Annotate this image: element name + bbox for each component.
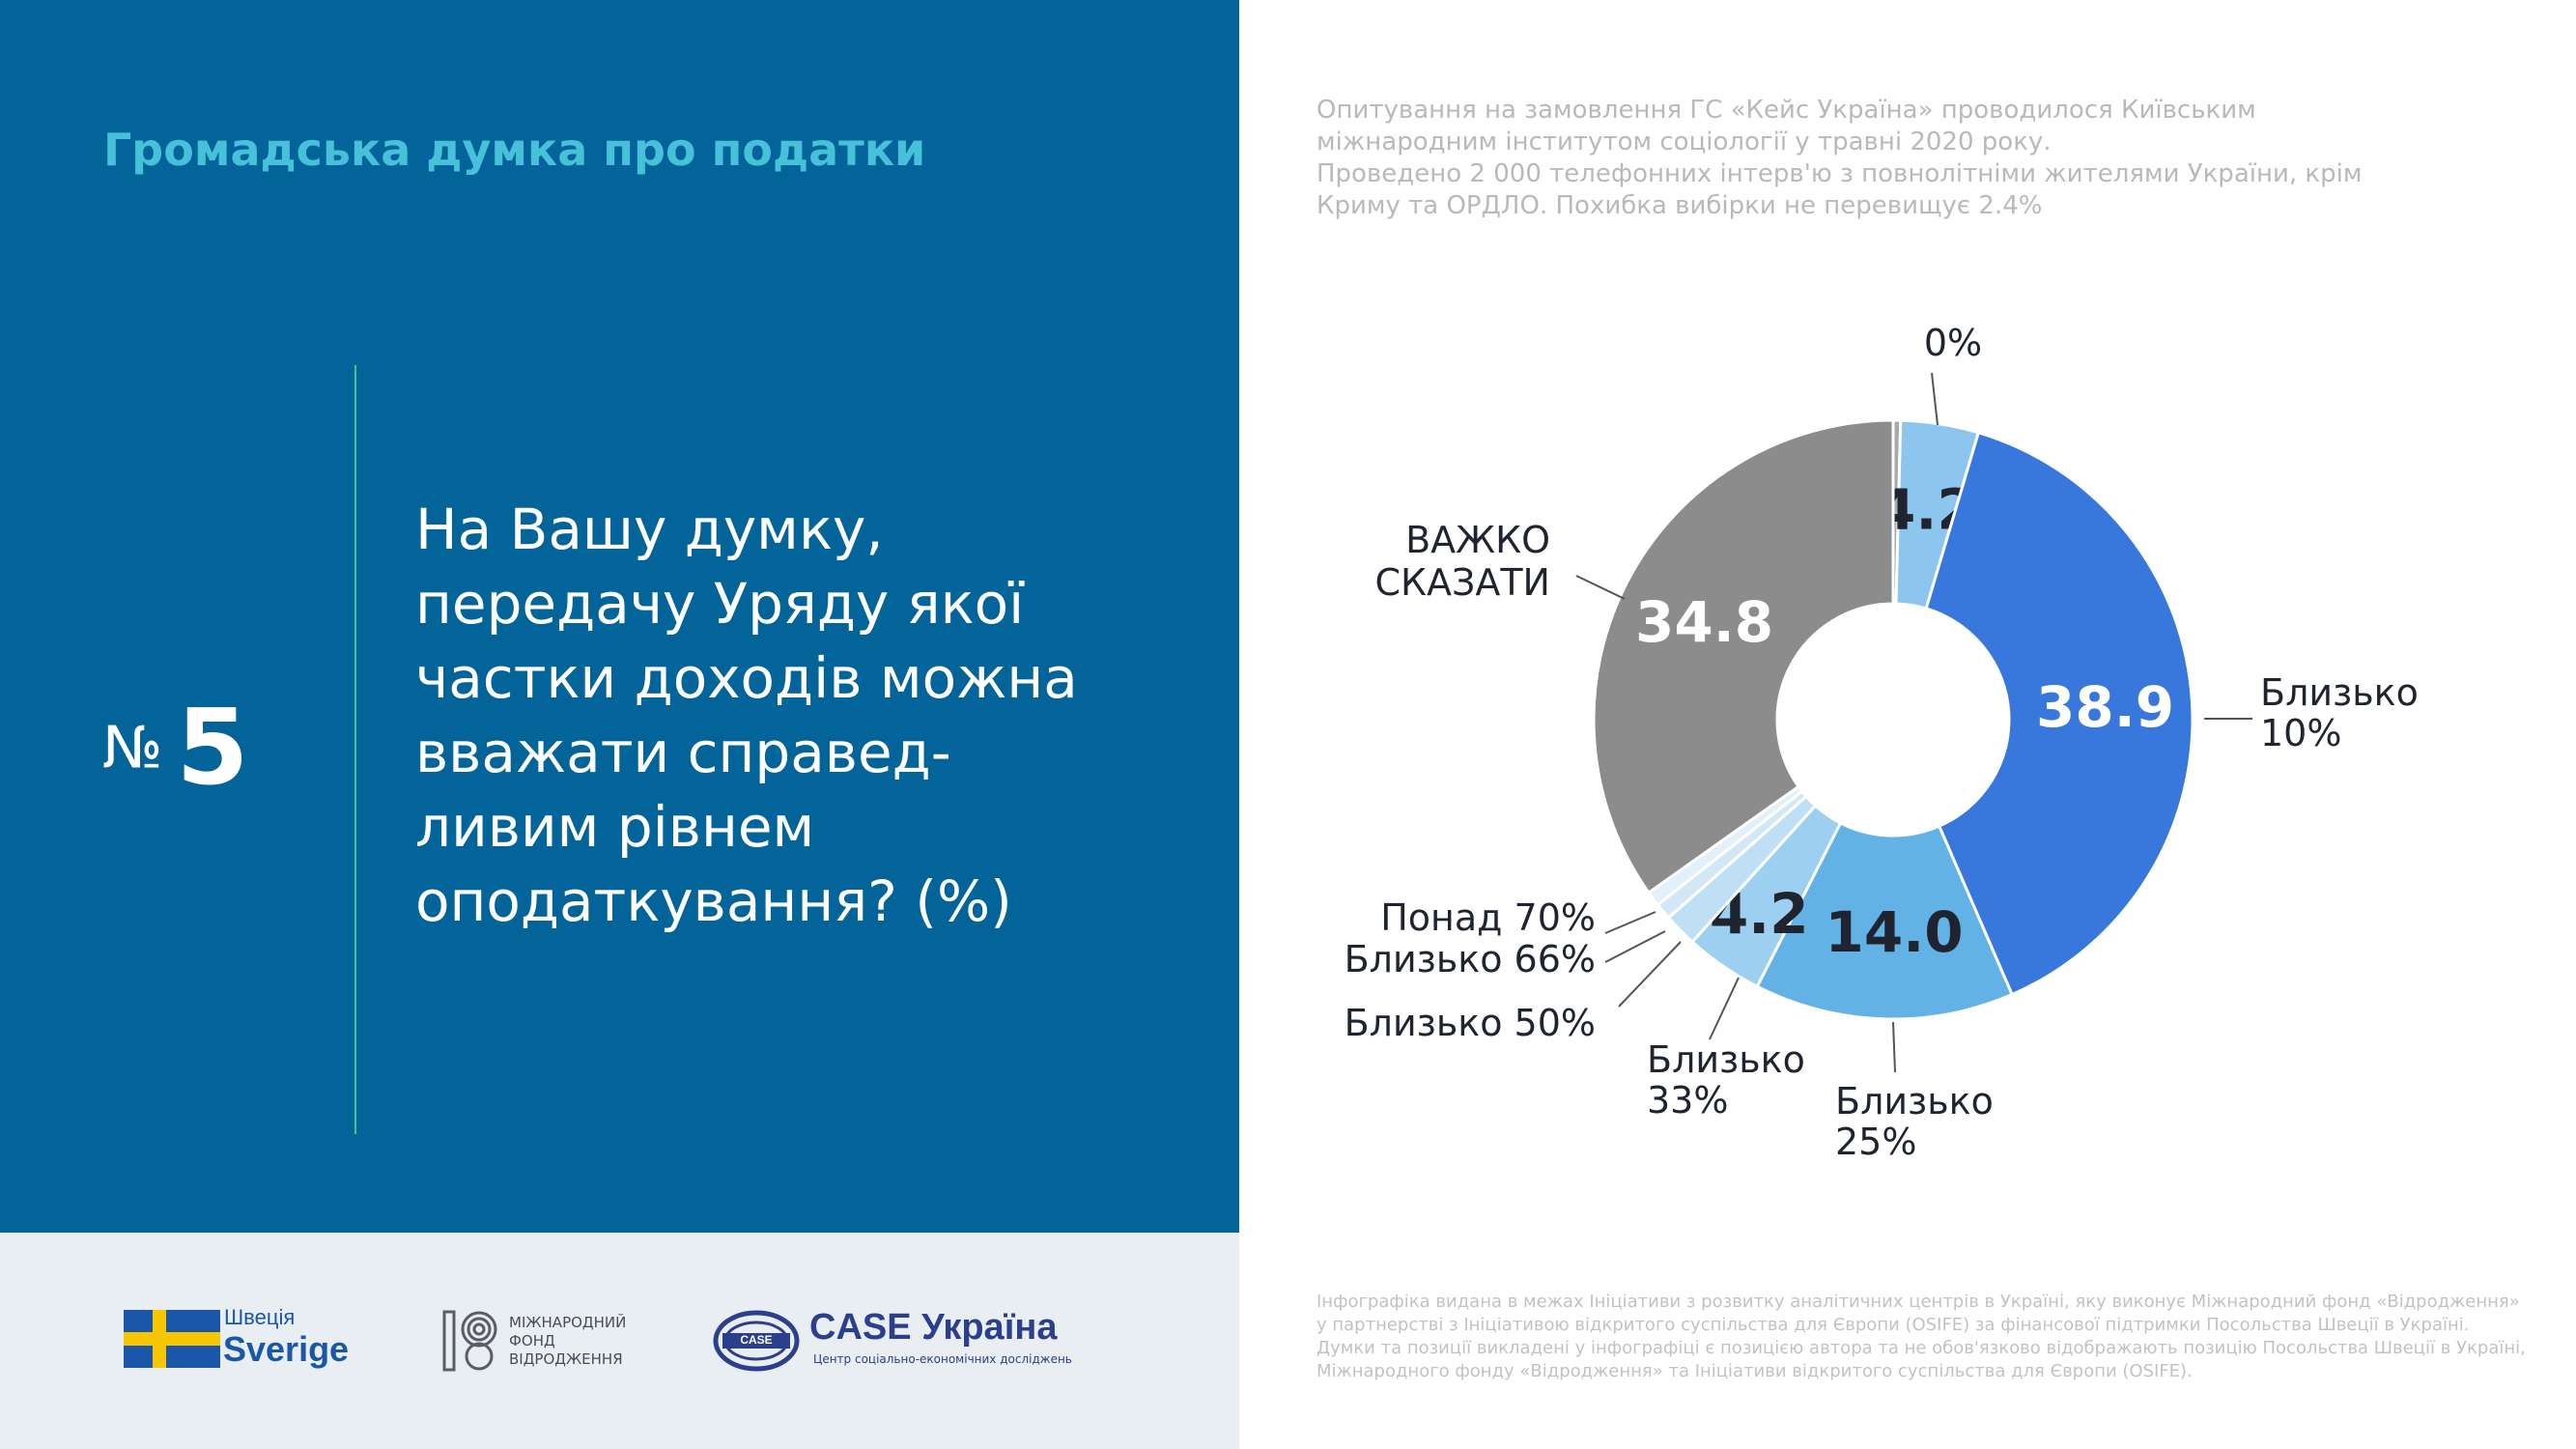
question-line: передачу Уряду якої xyxy=(415,571,1025,637)
irf-logo-line: ВІДРОДЖЕННЯ xyxy=(509,1350,623,1368)
case-emblem-icon xyxy=(713,1310,800,1372)
irf-logo-line: МІЖНАРОДНИЙ xyxy=(509,1314,627,1331)
question-line: На Вашу думку, xyxy=(415,497,884,562)
question-text: На Вашу думку, передачу Уряду якої частк… xyxy=(415,493,1130,939)
leader-line xyxy=(1931,372,1939,426)
slice-category-label: 33% xyxy=(1647,1079,1728,1122)
leader-line xyxy=(1604,930,1666,963)
donut-slice-близько-10 xyxy=(1924,430,2194,997)
irf-logo-line: ФОНД xyxy=(509,1332,555,1350)
divider xyxy=(354,365,356,1134)
series-title: Громадська думка про податки xyxy=(103,124,926,176)
infographic-number: № 5 xyxy=(102,688,249,809)
question-line: ливим рівнем xyxy=(415,794,815,860)
slice-category-label: ВАЖКО xyxy=(1405,519,1550,561)
slice-category-label: 25% xyxy=(1835,1121,1916,1163)
survey-note-line: міжнародним інститутом соціології у трав… xyxy=(1316,128,2052,156)
case-logo-subtitle: Центр соціально-економічних досліджень xyxy=(813,1352,1072,1366)
leader-line xyxy=(1604,911,1656,934)
leader-line xyxy=(1709,977,1740,1040)
sweden-logo xyxy=(124,1310,220,1372)
survey-note-line: Проведено 2 000 телефонних інтерв'ю з по… xyxy=(1316,159,2363,188)
slice-category-label: Близько xyxy=(1647,1038,1805,1081)
donut-slice-важко-сказати xyxy=(1592,418,1895,895)
footer-note-line: Міжнародного фонду «Відродження» та Ініц… xyxy=(1316,1361,2193,1381)
footer-note-line: Інфографіка видана в межах Ініціативи з … xyxy=(1316,1292,2520,1312)
survey-note: Опитування на замовлення ГС «Кейс Україн… xyxy=(1316,95,2476,222)
question-line: оподаткування? (%) xyxy=(415,868,1012,934)
case-logo-title: CASE Україна xyxy=(809,1307,1058,1348)
survey-note-line: Криму та ОРДЛО. Похибка вибірки не перев… xyxy=(1316,191,2043,220)
slice-category-label: 0% xyxy=(1924,322,1982,364)
slice-category-label: Близько xyxy=(2260,671,2419,714)
donut-hole xyxy=(1778,605,2008,835)
number-sign: № xyxy=(102,714,163,782)
slice-category-label: Близько 50% xyxy=(1345,1002,1596,1044)
leader-line xyxy=(1575,575,1626,600)
donut-slice-близько-25 xyxy=(1755,820,2015,1021)
question-line: частки доходів можна xyxy=(415,645,1078,711)
leader-line xyxy=(1892,1021,1896,1073)
slice-value-label: 38.9 xyxy=(2036,674,2174,740)
question-line: вважати справед- xyxy=(415,720,951,785)
slice-category-label: Близько xyxy=(1835,1080,1994,1122)
case-logo-mark xyxy=(713,1310,800,1376)
irf-logo-text: МІЖНАРОДНИЙ ФОНД ВІДРОДЖЕННЯ xyxy=(509,1314,626,1369)
survey-note-line: Опитування на замовлення ГС «Кейс Україн… xyxy=(1316,96,2256,125)
irf-logo-mark xyxy=(442,1310,498,1376)
left-panel xyxy=(0,0,1239,1233)
slice-category-label: СКАЗАТИ xyxy=(1374,561,1550,604)
slice-category-label: Близько 66% xyxy=(1345,938,1596,980)
number-value: 5 xyxy=(176,688,249,809)
footer-note-line: Думки та позиції викладені у інфографіці… xyxy=(1316,1338,2526,1358)
slice-value-label: 14.0 xyxy=(1826,899,1964,965)
case-emblem-text: CASE xyxy=(740,1333,773,1347)
sweden-logo-bottom: Sverige xyxy=(223,1329,350,1369)
slice-category-label: Понад 70% xyxy=(1380,896,1596,939)
slice-category-label: 10% xyxy=(2260,712,2341,754)
footer-note: Інфографіка видана в межах Ініціативи з … xyxy=(1316,1291,2534,1383)
irf-emblem-icon xyxy=(442,1310,497,1372)
footer-note-line: у партнерстві з Ініціативою відкритого с… xyxy=(1316,1315,2470,1335)
leader-line xyxy=(1618,941,1682,1008)
swedish-flag-icon xyxy=(124,1310,220,1368)
sweden-logo-top: Швеція xyxy=(224,1305,296,1329)
slice-value-label: 34.8 xyxy=(1635,589,1773,655)
